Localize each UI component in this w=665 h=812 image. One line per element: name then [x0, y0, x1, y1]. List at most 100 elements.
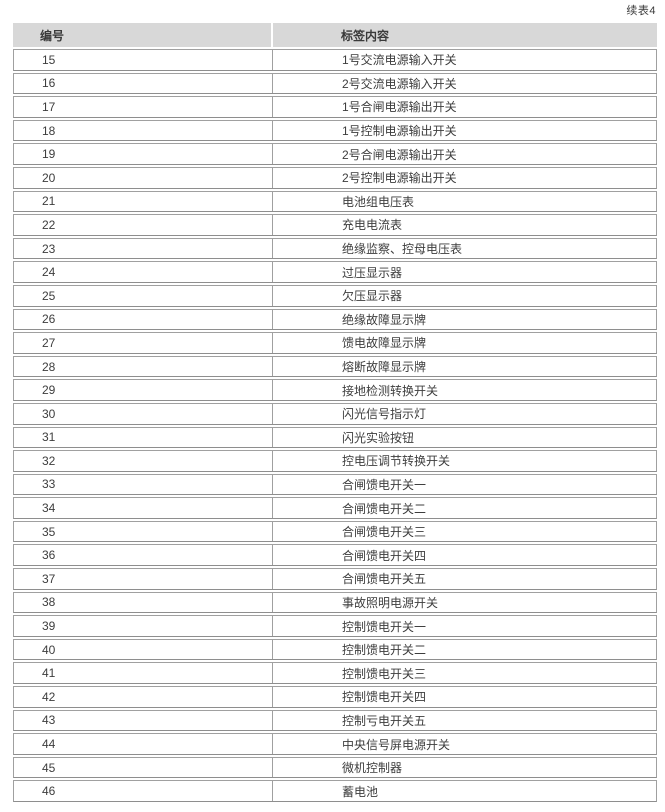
table-row: 45 微机控制器: [13, 756, 657, 779]
row-number-cell: 23: [14, 238, 273, 259]
row-number-cell: 38: [14, 592, 273, 613]
table-row: 32 控电压调节转换开关: [13, 450, 657, 472]
row-number-cell: 27: [14, 333, 273, 353]
row-number-cell: 33: [14, 474, 273, 495]
row-label-cell: 微机控制器: [342, 761, 403, 776]
row-number-cell: 19: [14, 144, 273, 164]
row-label-cell: 绝缘监察、控母电压表: [342, 242, 463, 257]
row-number-cell: 46: [14, 781, 273, 801]
row-number-cell: 41: [14, 663, 273, 684]
label-content-table: 编号 标签内容 15 1号交流电源输入开关 16 2号交流电源输入开关 17 1号合闸电源…: [13, 23, 657, 804]
row-number-cell: 26: [14, 309, 273, 330]
row-label-cell: 欠压显示器: [342, 289, 403, 304]
row-number-cell: 35: [14, 521, 273, 542]
row-number-cell: 15: [14, 50, 273, 70]
row-number-cell: 36: [14, 545, 273, 566]
row-number-cell: 25: [14, 285, 273, 306]
row-number-cell: 39: [14, 616, 273, 636]
row-number-cell: 17: [14, 97, 273, 117]
row-number-cell: 18: [14, 120, 273, 141]
row-label-cell: 中央信号屏电源开关: [342, 737, 451, 752]
row-label-cell: 控电压调节转换开关: [342, 454, 451, 469]
row-number-cell: 34: [14, 498, 273, 518]
column-header-label-content: 标签内容: [273, 23, 657, 47]
row-number-cell: 22: [14, 215, 273, 235]
table-continuation-label: 续表4: [626, 5, 656, 17]
row-label-cell: 馈电故障显示牌: [342, 336, 427, 351]
table-row: 25 欠压显示器: [13, 284, 657, 307]
row-number-cell: 28: [14, 356, 273, 377]
row-number-cell: 45: [14, 757, 273, 778]
table-row: 46 蓄电池: [13, 780, 657, 802]
table-row: 31 闪光实验按钮: [13, 426, 657, 449]
row-label-cell: 合闸馈电开关二: [342, 501, 427, 516]
row-number-cell: 24: [14, 262, 273, 282]
row-number-cell: 16: [14, 73, 273, 94]
row-label-cell: 蓄电池: [342, 784, 379, 799]
table-row: 16 2号交流电源输入开关: [13, 72, 657, 95]
table-row: 23 绝缘监察、控母电压表: [13, 237, 657, 260]
row-label-cell: 闪光信号指示灯: [342, 407, 427, 422]
table-row: 18 1号控制电源输出开关: [13, 119, 657, 142]
row-number-cell: 40: [14, 639, 273, 660]
row-number-cell: 32: [14, 451, 273, 471]
table-row: 28 熔断故障显示牌: [13, 355, 657, 378]
row-label-cell: 1号合闸电源输出开关: [342, 100, 457, 115]
row-label-cell: 接地检测转换开关: [342, 383, 439, 398]
row-label-cell: 控制亏电开关五: [342, 713, 427, 728]
row-label-cell: 熔断故障显示牌: [342, 360, 427, 375]
row-number-cell: 37: [14, 569, 273, 589]
row-label-cell: 控制馈电开关三: [342, 666, 427, 681]
row-label-cell: 合闸馈电开关四: [342, 548, 427, 563]
table-row: 34 合闸馈电开关二: [13, 497, 657, 519]
table-row: 44 中央信号屏电源开关: [13, 733, 657, 755]
row-label-cell: 控制馈电开关四: [342, 690, 427, 705]
row-number-cell: 30: [14, 403, 273, 424]
row-label-cell: 合闸馈电开关五: [342, 572, 427, 587]
table-row: 19 2号合闸电源输出开关: [13, 143, 657, 165]
row-label-cell: 闪光实验按钮: [342, 430, 415, 445]
table-row: 17 1号合闸电源输出开关: [13, 96, 657, 118]
row-label-cell: 绝缘故障显示牌: [342, 312, 427, 327]
row-number-cell: 42: [14, 687, 273, 707]
row-number-cell: 21: [14, 191, 273, 212]
row-label-cell: 2号交流电源输入开关: [342, 76, 457, 91]
row-label-cell: 2号合闸电源输出开关: [342, 147, 457, 162]
row-label-cell: 充电电流表: [342, 218, 403, 233]
column-header-number: 编号: [13, 23, 271, 47]
table-row: 35 合闸馈电开关三: [13, 520, 657, 543]
row-number-cell: 43: [14, 710, 273, 731]
table-row: 42 控制馈电开关四: [13, 686, 657, 708]
row-number-cell: 29: [14, 380, 273, 400]
table-row: 22 充电电流表: [13, 214, 657, 236]
table-row: 27 馈电故障显示牌: [13, 332, 657, 354]
table-row: 30 闪光信号指示灯: [13, 402, 657, 425]
table-row: 20 2号控制电源输出开关: [13, 166, 657, 189]
row-label-cell: 合闸馈电开关一: [342, 477, 427, 492]
row-label-cell: 合闸馈电开关三: [342, 525, 427, 540]
row-number-cell: 31: [14, 427, 273, 448]
table-row: 24 过压显示器: [13, 261, 657, 283]
row-label-cell: 2号控制电源输出开关: [342, 171, 457, 186]
table-row: 36 合闸馈电开关四: [13, 544, 657, 567]
row-label-cell: 电池组电压表: [342, 194, 415, 209]
table-row: 21 电池组电压表: [13, 190, 657, 213]
table-row: 37 合闸馈电开关五: [13, 568, 657, 590]
table-row: 41 控制馈电开关三: [13, 662, 657, 685]
table-row: 40 控制馈电开关二: [13, 638, 657, 661]
table-body: 15 1号交流电源输入开关 16 2号交流电源输入开关 17 1号合闸电源输出开关 18 1号…: [13, 49, 657, 802]
table-row: 38 事故照明电源开关: [13, 591, 657, 614]
table-row: 15 1号交流电源输入开关: [13, 49, 657, 71]
row-label-cell: 控制馈电开关一: [342, 619, 427, 634]
row-number-cell: 44: [14, 734, 273, 754]
table-row: 29 接地检测转换开关: [13, 379, 657, 401]
row-label-cell: 事故照明电源开关: [342, 595, 439, 610]
row-label-cell: 1号控制电源输出开关: [342, 124, 457, 139]
table-row: 39 控制馈电开关一: [13, 615, 657, 637]
row-label-cell: 过压显示器: [342, 265, 403, 280]
row-label-cell: 控制馈电开关二: [342, 643, 427, 658]
row-label-cell: 1号交流电源输入开关: [342, 53, 457, 68]
table-row: 26 绝缘故障显示牌: [13, 308, 657, 331]
table-header-row: 编号 标签内容: [13, 23, 657, 47]
